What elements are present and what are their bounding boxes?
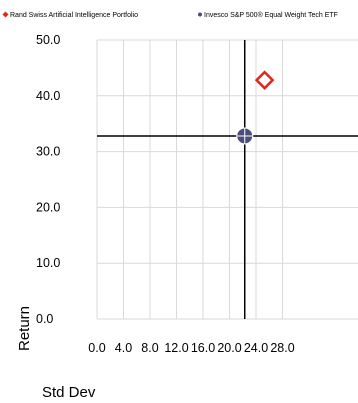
grid: [96, 39, 358, 320]
x-tick-labels: 0.0 4.0 8.0 12.0 16.0 20.0 24.0 28.0: [88, 341, 294, 355]
legend-label-series-1: Rand Swiss Artificial Intelligence Portf…: [10, 12, 138, 19]
y-tick-label: 40.0: [36, 89, 60, 103]
crosshair: [97, 40, 358, 319]
legend-circle-marker: [198, 12, 202, 17]
x-tick-label: 28.0: [270, 341, 294, 355]
y-axis-title: Return: [16, 306, 33, 351]
x-axis-title: Std Dev: [42, 384, 96, 401]
y-tick-label: 30.0: [36, 145, 60, 159]
data-points: [236, 70, 275, 145]
y-tick-labels: 0.0 10.0 20.0 30.0 40.0 50.0: [36, 33, 60, 326]
legend-diamond-marker: [2, 11, 9, 18]
legend-item-series-2: Invesco S&P 500® Equal Weight Tech ETF: [198, 11, 338, 19]
x-tick-label: 0.0: [88, 341, 105, 355]
data-point-diamond: [254, 70, 275, 90]
legend: Rand Swiss Artificial Intelligence Portf…: [2, 11, 338, 19]
legend-item-series-1: Rand Swiss Artificial Intelligence Portf…: [2, 11, 138, 19]
y-tick-label: 0.0: [36, 312, 53, 326]
legend-label-series-2: Invesco S&P 500® Equal Weight Tech ETF: [204, 11, 338, 19]
x-tick-label: 20.0: [217, 341, 241, 355]
y-tick-label: 10.0: [36, 256, 60, 270]
y-tick-label: 50.0: [36, 33, 60, 47]
x-tick-label: 16.0: [191, 341, 215, 355]
x-tick-label: 24.0: [244, 341, 268, 355]
x-tick-label: 4.0: [115, 341, 132, 355]
x-tick-label: 8.0: [141, 341, 158, 355]
y-tick-label: 20.0: [36, 200, 60, 214]
x-tick-label: 12.0: [164, 341, 188, 355]
